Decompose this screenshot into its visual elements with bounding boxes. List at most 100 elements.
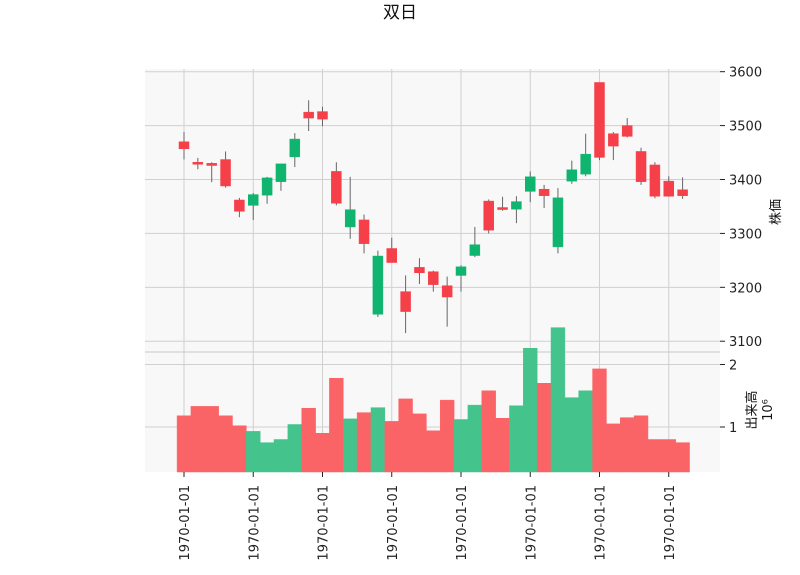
x-axis-ticks: 1970-01-01 1970-01-01 1970-01-01 1970-01-01… (178, 472, 678, 561)
x-tick-label: 1970-01-01 (247, 485, 262, 561)
candle-body (538, 188, 550, 196)
x-tick-label: 1970-01-01 (455, 485, 470, 561)
volume-bar (412, 413, 427, 473)
candle-body (192, 162, 204, 165)
volume-bar (259, 442, 275, 473)
candle-body (483, 200, 494, 231)
volume-bar (592, 368, 607, 473)
price-candles (178, 82, 688, 334)
volume-bar (356, 412, 372, 473)
candle-body (441, 285, 453, 298)
volume-bar (523, 348, 538, 473)
volume-bar (633, 415, 649, 473)
volume-bar (398, 398, 413, 473)
price-panel-background (145, 69, 720, 352)
volume-bar (315, 433, 330, 473)
candle-body (400, 291, 411, 312)
volume-bar (426, 430, 441, 473)
x-tick-label: 1970-01-01 (317, 485, 332, 561)
price-tick-label: 3300 (729, 227, 762, 242)
candle-body (580, 153, 591, 175)
candle-body (261, 177, 273, 196)
volume-bar (453, 419, 469, 473)
candle-body (289, 138, 301, 158)
volume-bar (564, 397, 579, 473)
volume-bar (232, 425, 247, 473)
chart-title: 双日 (383, 3, 417, 23)
candle-body (511, 201, 522, 210)
candle-body (358, 219, 370, 244)
price-tick-label: 3100 (729, 335, 762, 350)
x-tick-label: 1970-01-01 (524, 485, 539, 561)
candle-body (344, 209, 356, 228)
x-tick-label: 1970-01-01 (178, 485, 193, 561)
volume-bar (301, 408, 316, 473)
x-tick-label: 1970-01-01 (663, 485, 678, 561)
price-tick-label: 3400 (729, 174, 762, 189)
volume-bar (439, 399, 455, 473)
volume-bar (647, 439, 663, 473)
volume-bar (287, 424, 302, 473)
volume-tick-label: 2 (729, 359, 737, 374)
volume-bar (218, 415, 233, 473)
price-tick-label: 3500 (729, 120, 762, 135)
candle-body (275, 163, 287, 182)
candle-body (608, 133, 619, 147)
volume-bar (370, 407, 386, 473)
volume-bar (661, 439, 676, 473)
candle-body (497, 207, 508, 210)
x-tick-label: 1970-01-01 (594, 485, 609, 561)
volume-bar (550, 327, 566, 473)
candle-body (317, 111, 328, 120)
candle-body (663, 180, 674, 197)
volume-bar (343, 418, 358, 473)
candle-body (594, 82, 605, 158)
candle-body (414, 267, 425, 274)
volume-multiplier-label: 10⁶ (761, 399, 776, 421)
volume-bar (329, 378, 344, 473)
volume-bar (467, 404, 483, 473)
candle-body (525, 176, 536, 192)
volume-bar (190, 406, 206, 473)
volume-bar (246, 431, 261, 473)
volume-tick-label: 1 (729, 421, 737, 436)
volume-bar (675, 442, 690, 473)
volume-axis-label: 出来高 (744, 390, 760, 429)
volume-bar (176, 415, 192, 473)
candle-body (234, 199, 245, 212)
candle-body (386, 248, 397, 263)
volume-bar (578, 390, 593, 473)
volume-bar (273, 439, 289, 473)
candle-body (220, 159, 231, 187)
candle-body (428, 271, 439, 285)
candle-body (331, 171, 342, 204)
candle-body (178, 141, 190, 150)
candle-body (552, 197, 564, 248)
volume-bar (384, 421, 399, 473)
candle-body (469, 244, 481, 256)
volume-bar (620, 417, 635, 473)
candle-body (635, 151, 647, 182)
x-tick-label: 1970-01-01 (386, 485, 401, 561)
candle-body (303, 111, 314, 119)
candle-body (621, 125, 633, 137)
volume-bar (509, 405, 524, 473)
volume-bar (204, 406, 219, 473)
volume-bar (495, 418, 510, 473)
candle-body (248, 194, 259, 206)
candle-body (677, 189, 688, 196)
volume-bar (606, 423, 621, 473)
price-tick-label: 3600 (729, 66, 762, 81)
y-axis-ticks: 3100 3200 3300 3400 3500 3600 1 2 (720, 66, 762, 436)
price-tick-label: 3200 (729, 281, 762, 296)
price-axis-label: 株価 (769, 199, 784, 225)
volume-bar (536, 383, 552, 473)
candle-body (206, 163, 217, 166)
volume-bars (176, 327, 690, 473)
volume-bar (481, 390, 496, 473)
candle-body (455, 266, 467, 276)
candle-body (566, 169, 578, 182)
candle-body (649, 164, 661, 197)
candle-body (372, 255, 384, 315)
